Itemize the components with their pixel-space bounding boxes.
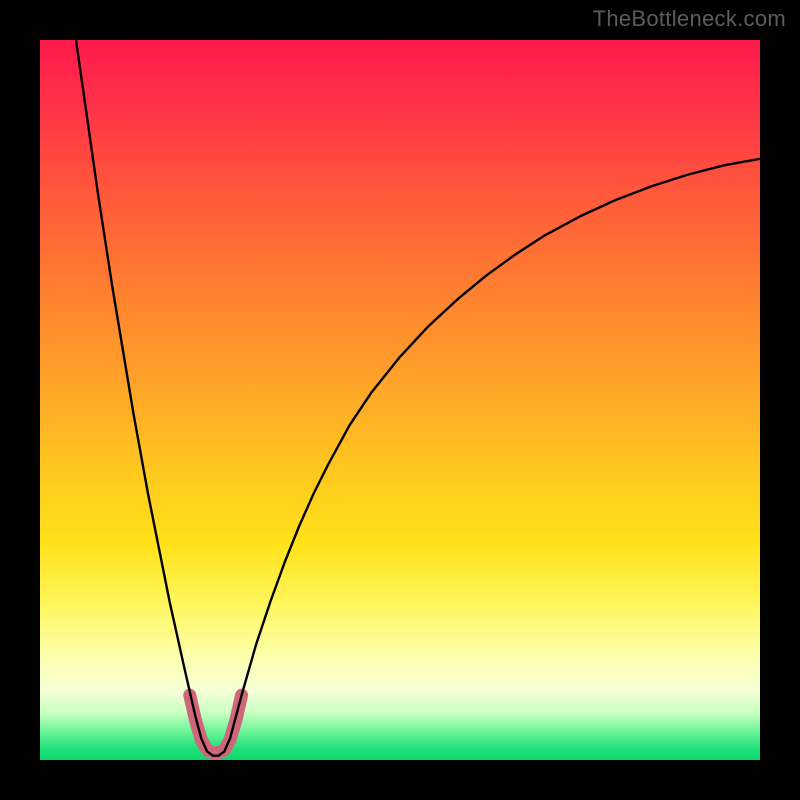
gradient-plot-area (40, 40, 760, 760)
bottleneck-curve-chart (0, 0, 800, 800)
watermark-text: TheBottleneck.com (593, 6, 786, 32)
chart-stage: TheBottleneck.com (0, 0, 800, 800)
